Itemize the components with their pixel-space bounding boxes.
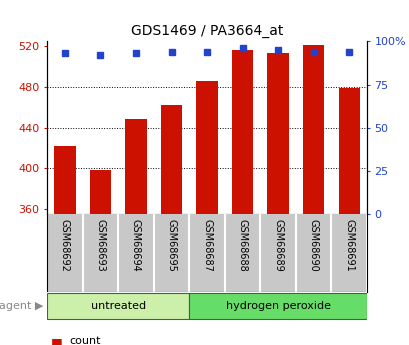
Text: GSM68688: GSM68688 [237,219,247,272]
Text: GSM68687: GSM68687 [202,219,211,272]
Text: GSM68694: GSM68694 [130,219,141,272]
Bar [189,293,366,319]
Text: GSM68690: GSM68690 [308,219,318,272]
Text: agent ▶: agent ▶ [0,300,43,310]
Text: count: count [70,336,101,345]
Bar [54,146,75,214]
Bar [160,105,182,214]
Text: GSM68692: GSM68692 [60,219,70,272]
Text: ■: ■ [51,336,63,345]
Bar [338,88,359,214]
Bar [267,52,288,214]
Bar [125,119,146,214]
Title: GDS1469 / PA3664_at: GDS1469 / PA3664_at [130,23,283,38]
Text: untreated: untreated [90,300,146,310]
Bar [302,46,324,214]
Bar [47,293,189,319]
Bar [196,81,217,214]
Text: GSM68691: GSM68691 [343,219,353,272]
Bar [90,170,111,214]
Text: GSM68689: GSM68689 [272,219,283,272]
Bar [231,50,253,214]
Text: hydrogen peroxide: hydrogen peroxide [225,300,330,310]
Text: GSM68695: GSM68695 [166,219,176,272]
Text: GSM68693: GSM68693 [95,219,105,272]
